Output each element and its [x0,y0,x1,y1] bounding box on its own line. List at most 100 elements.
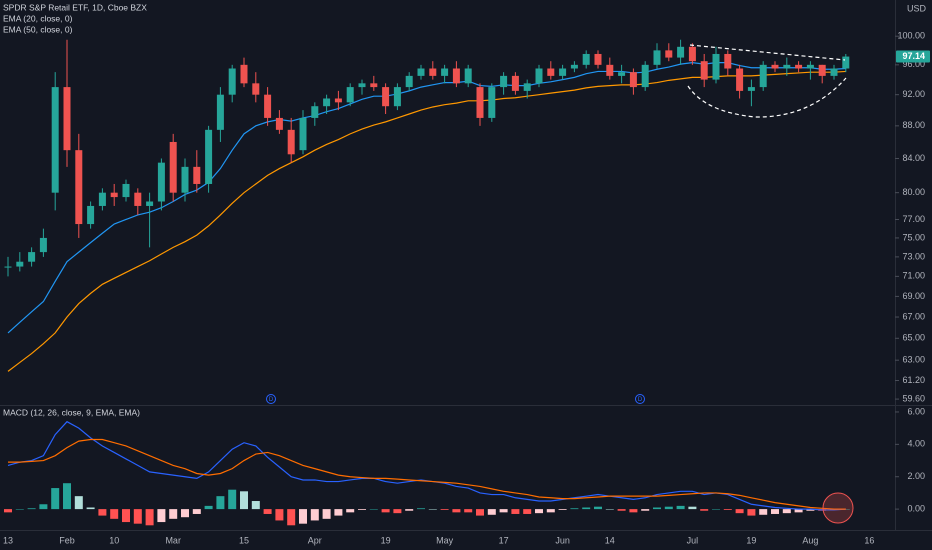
candle-body [87,205,95,225]
candle-body [830,68,838,76]
candle-body [806,64,814,69]
histogram-bar [617,509,626,511]
histogram-bar [4,509,12,513]
candle-body [783,64,791,69]
histogram-bar [452,509,461,513]
x-tick-label: 14 [605,535,615,545]
y-tick-label: 96.00 [902,59,925,69]
histogram-bar [381,509,390,513]
candle-body [39,237,47,253]
y-tick-label: 73.00 [902,251,925,261]
candle-body [16,261,24,267]
x-tick-label: Jun [555,535,570,545]
candle-body [311,106,319,118]
histogram-bar [653,507,661,510]
candle-body [169,141,177,193]
y-tick-label: 80.00 [902,187,925,197]
histogram-bar [110,509,119,519]
candle-body [818,64,826,76]
highlight-circle [822,492,854,524]
histogram-bar [806,509,815,511]
histogram-bar [605,509,614,510]
candle-body [488,87,496,118]
candle-body [193,166,201,184]
candle-body [559,68,567,76]
histogram-bar [735,509,744,514]
event-marker [635,394,645,404]
histogram-bar [299,509,307,524]
candle-body [405,75,413,88]
y-tick-label: 59.60 [902,393,925,403]
candle-body [51,87,59,193]
histogram-bar [287,509,296,526]
event-marker [266,394,276,404]
candle-body [606,64,614,76]
histogram-bar [641,509,650,511]
candle-body [842,56,850,69]
y-tick-label: 92.00 [902,89,925,99]
dashed-cup [687,77,847,118]
candle-body [523,83,531,91]
candle-body [264,94,272,118]
histogram-bar [74,496,83,510]
histogram-bar [334,509,343,516]
dashed-rim [689,44,846,61]
histogram-bar [122,509,130,523]
histogram-bar [181,509,189,518]
x-tick-label: 15 [239,535,249,545]
histogram-bar [759,509,768,515]
histogram-bar [169,509,178,519]
histogram-bar [594,506,602,510]
x-tick-label: 10 [109,535,119,545]
candle-body [382,87,390,107]
candle-body [688,46,696,62]
candle-body [570,64,578,69]
x-tick-label: May [436,535,454,545]
x-tick-label: Apr [308,535,322,545]
y-tick-label: 84.00 [902,153,925,163]
histogram-bar [98,509,107,516]
histogram-bar [86,507,95,510]
x-tick-label: Mar [165,535,181,545]
candle-body [594,53,602,65]
y-tick-label: 67.00 [902,311,925,321]
histogram-bar [27,508,36,510]
histogram-bar [263,509,272,514]
candle-body [535,68,543,84]
cup-annotation [687,44,854,524]
histogram-bar [546,509,555,513]
candle-body [334,98,342,103]
histogram-bar [487,509,496,515]
candle-body [429,68,437,76]
histogram-bar [310,509,319,521]
histogram-bar [369,509,378,510]
candle-body [547,68,555,76]
candle-body [500,75,508,88]
histogram-bar [157,509,166,523]
histogram-bar [240,491,248,510]
ema50-legend: EMA (50, close, 0) [3,24,73,34]
y-tick-label: 6.00 [907,406,925,416]
x-tick-label: Feb [59,535,75,545]
y-tick-label: 2.00 [907,471,925,481]
last-price-label: 97.14 [902,51,925,61]
macd-title: MACD (12, 26, close, 9, EMA, EMA) [3,407,140,417]
histogram-bar [511,509,520,514]
ema20-legend: EMA (20, close, 0) [3,13,73,23]
candle-body [629,72,637,88]
x-tick-label: 19 [381,535,391,545]
event-label: D [638,397,643,403]
candle-body [252,83,260,95]
candle-body [417,68,425,76]
candle-body [370,83,378,88]
histogram-bar [358,509,366,510]
histogram-bar [275,509,284,521]
histogram-bar [145,509,154,526]
histogram-bar [405,509,414,511]
candle-body [287,129,295,155]
y-tick-label: 4.00 [907,439,925,449]
histogram-bar [664,506,673,510]
candle-body [441,68,449,76]
histogram-bar [700,509,709,511]
histogram-bar [51,488,60,510]
